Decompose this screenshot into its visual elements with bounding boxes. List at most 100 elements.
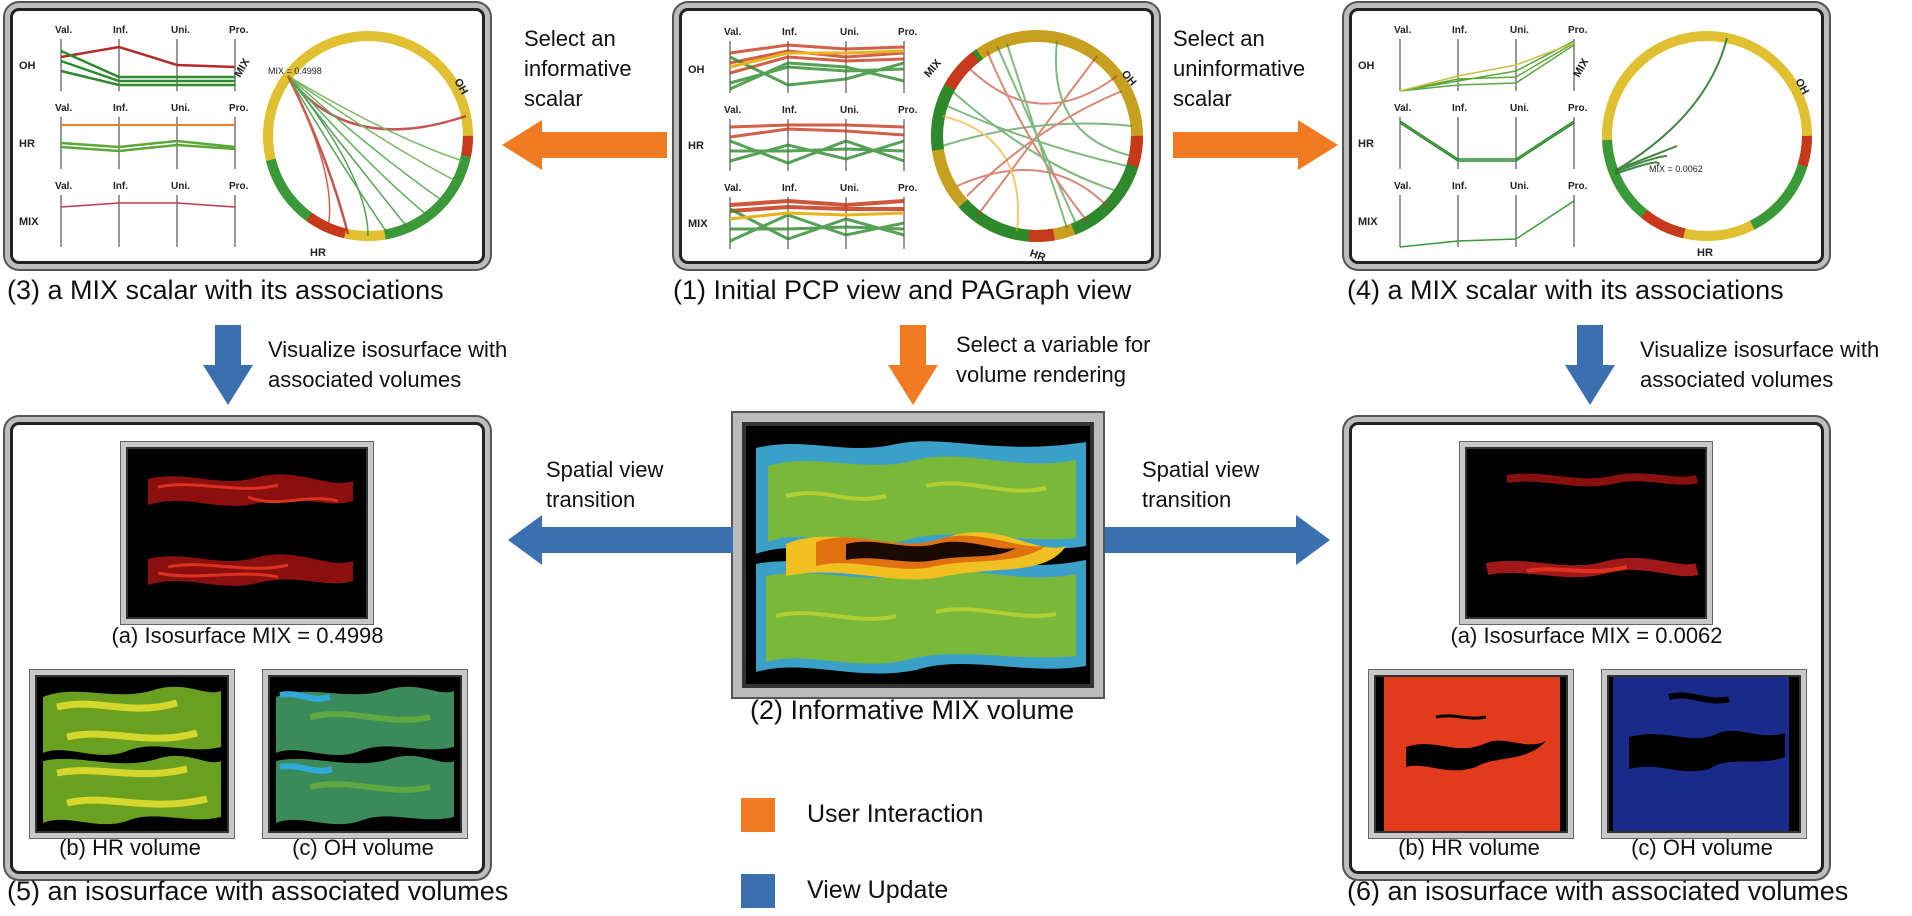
informative-scalar-panel: Val. Inf. Uni. Pro. OH Val. Inf. Uni. Pr… (10, 8, 485, 264)
pcp-pagraph-view: Val. Inf. Uni. Pro. OH Val. Inf. Uni. Pr… (1358, 25, 1812, 259)
axis-label: Pro. (898, 27, 918, 38)
uninformative-scalar-panel: Val. Inf. Uni. Pro. OH Val. Inf. Uni. Pr… (1349, 8, 1824, 264)
isosurface-render (1467, 449, 1705, 617)
axis-label: Val. (724, 27, 741, 38)
isosurface-render (128, 449, 366, 617)
axis-label: Uni. (840, 27, 859, 38)
pcp-row-label: HR (688, 140, 704, 152)
hr-volume-caption: (b) HR volume (59, 835, 201, 860)
visualize-isosurface-arrow-left (203, 325, 253, 405)
select-informative-note: Select an informative scalar (524, 26, 632, 111)
caption-panel-6: (6) an isosurface with associated volume… (1347, 876, 1849, 906)
spatial-transition-arrow-left (508, 515, 733, 565)
oh-volume-caption: (c) OH volume (292, 835, 434, 860)
pcp-row-label: MIX (1358, 216, 1378, 228)
isosurface-caption: (a) Isosurface MIX = 0.4998 (111, 623, 384, 648)
axis-label: Val. (724, 183, 741, 194)
legend-update-label: View Update (807, 876, 949, 904)
caption-panel-2: (2) Informative MIX volume (750, 695, 1075, 725)
graph-label: MIX (922, 57, 944, 80)
axis-label: Pro. (229, 25, 249, 36)
isosurface-associated-volumes-left: (a) Isosurface MIX = 0.4998 (b) HR volum… (10, 422, 485, 874)
pagraph-circle: MIX OH HR MIX = 0.0062 (1571, 31, 1812, 259)
isosurface-mix-4998 (126, 447, 368, 619)
axis-label: Uni. (171, 181, 190, 192)
axis-label: Inf. (1452, 25, 1467, 36)
axis-label: Val. (55, 25, 72, 36)
legend-interaction-swatch (741, 798, 775, 832)
axis-label: Val. (724, 105, 741, 116)
visualize-note-left: Visualize isosurface with associated volu… (268, 337, 508, 392)
axis-label: Uni. (171, 25, 190, 36)
hr-volume (1374, 675, 1568, 833)
graph-label: HR (310, 247, 326, 259)
select-uninformative-note: Select an uninformative scalar (1173, 26, 1306, 111)
axis-label: Uni. (171, 103, 190, 114)
oh-volume (1607, 675, 1801, 833)
pcp-row-label: OH (1358, 60, 1375, 72)
hr-volume-render (37, 677, 227, 831)
pcp-row-label: HR (19, 138, 35, 150)
isosurface-caption: (a) Isosurface MIX = 0.0062 (1450, 623, 1723, 648)
informative-mix-volume (742, 422, 1094, 688)
pagraph-circle: MIX OH HR MIX = 0.4998 (232, 31, 473, 259)
mix-value-label: MIX = 0.0062 (1649, 164, 1703, 174)
mix-volume-render (746, 426, 1090, 684)
hr-volume-render (1376, 677, 1566, 831)
pcp-row-label: OH (688, 64, 705, 76)
axis-label: Pro. (1568, 181, 1588, 192)
axis-label: Inf. (782, 183, 797, 194)
legend-interaction-label: User Interaction (807, 800, 984, 828)
oh-volume-render (270, 677, 460, 831)
axis-label: Inf. (1452, 103, 1467, 114)
axis-label: Inf. (113, 103, 128, 114)
pcp-pagraph-view: Val. Inf. Uni. Pro. OH Val. Inf. Uni. Pr… (19, 25, 473, 259)
axis-label: Pro. (229, 181, 249, 192)
pcp-plots: Val. Inf. Uni. Pro. OH Val. Inf. Uni. Pr… (688, 27, 918, 249)
initial-pcp-pagraph-panel: Val. Inf. Uni. Pro. OH Val. Inf. Uni. Pr… (679, 8, 1154, 264)
axis-label: Uni. (1510, 25, 1529, 36)
axis-label: Inf. (782, 105, 797, 116)
isosurface-associated-volumes-right: (a) Isosurface MIX = 0.0062 (b) HR volum… (1349, 422, 1824, 874)
hr-volume (35, 675, 229, 833)
spatial-transition-arrow-right (1105, 515, 1330, 565)
caption-panel-5: (5) an isosurface with associated volume… (7, 876, 509, 906)
select-informative-arrow (502, 120, 667, 170)
axis-label: Uni. (1510, 181, 1529, 192)
spatial-transition-note-right: Spatial view transition (1142, 457, 1260, 512)
axis-label: Uni. (840, 105, 859, 116)
axis-label: Inf. (782, 27, 797, 38)
axis-label: Pro. (1568, 25, 1588, 36)
axis-label: Uni. (1510, 103, 1529, 114)
axis-label: Uni. (840, 183, 859, 194)
caption-panel-4: (4) a MIX scalar with its associations (1347, 275, 1784, 305)
pcp-row-label: MIX (688, 218, 708, 230)
axis-label: Pro. (1568, 103, 1588, 114)
visualize-note-right: Visualize isosurface with associated volu… (1640, 337, 1880, 392)
caption-panel-1: (1) Initial PCP view and PAGraph view (673, 275, 1132, 305)
pcp-row-label: HR (1358, 138, 1374, 150)
axis-label: Pro. (229, 103, 249, 114)
hr-volume-caption: (b) HR volume (1398, 835, 1540, 860)
axis-label: Inf. (113, 25, 128, 36)
axis-label: Val. (55, 181, 72, 192)
pcp-row-label: MIX (19, 216, 39, 228)
select-uninformative-arrow (1173, 120, 1338, 170)
pcp-pagraph-view: Val. Inf. Uni. Pro. OH Val. Inf. Uni. Pr… (688, 27, 1143, 261)
isosurface-mix-0062 (1465, 447, 1707, 619)
oh-volume-render (1609, 677, 1799, 831)
axis-label: Val. (55, 103, 72, 114)
axis-label: Pro. (898, 183, 918, 194)
axis-label: Val. (1394, 103, 1411, 114)
oh-volume (268, 675, 462, 833)
select-variable-note: Select a variable for volume rendering (956, 332, 1151, 387)
axis-label: Val. (1394, 181, 1411, 192)
axis-label: Val. (1394, 25, 1411, 36)
graph-label: HR (1028, 248, 1047, 261)
oh-volume-caption: (c) OH volume (1631, 835, 1773, 860)
spatial-transition-note-left: Spatial view transition (546, 457, 664, 512)
pcp-row-label: OH (19, 60, 36, 72)
mix-value-label: MIX = 0.4998 (268, 66, 322, 76)
select-variable-arrow (888, 325, 938, 405)
pagraph-circle: MIX OH HR (922, 30, 1143, 261)
